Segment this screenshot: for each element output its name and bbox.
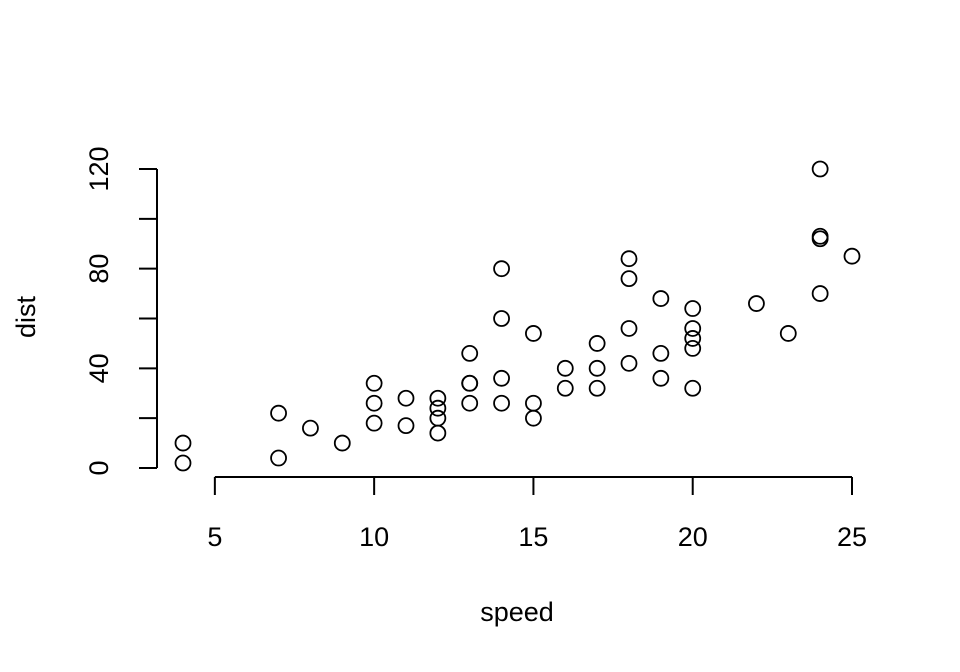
data-point: [174, 454, 192, 472]
data-point: [684, 379, 702, 397]
data-point: [493, 310, 510, 327]
data-point: [748, 295, 765, 312]
data-point: [461, 344, 479, 362]
x-tick-label: 5: [207, 522, 222, 552]
data-point: [652, 369, 670, 387]
data-point: [365, 414, 383, 432]
data-point: [333, 434, 351, 452]
data-point: [684, 330, 702, 347]
data-point: [620, 354, 638, 372]
data-point: [302, 419, 319, 437]
data-point: [397, 417, 415, 435]
data-point: [429, 399, 447, 417]
data-point: [843, 247, 861, 265]
data-point: [588, 379, 606, 397]
data-point: [811, 160, 829, 178]
data-point: [493, 369, 510, 387]
data-point: [811, 285, 829, 302]
data-point: [588, 335, 606, 352]
y-tick-label: 80: [84, 254, 114, 284]
data-point: [429, 389, 447, 407]
x-tick-label: 10: [359, 522, 389, 552]
data-point: [556, 359, 574, 377]
data-point: [429, 409, 447, 427]
data-point: [525, 394, 542, 412]
data-point: [620, 270, 638, 288]
data-point: [684, 300, 702, 317]
x-axis-title: speed: [480, 597, 554, 627]
data-point: [620, 250, 638, 268]
y-tick-label: 0: [84, 460, 114, 475]
x-axis: 5 10 15 20 25: [207, 476, 867, 552]
data-point: [493, 394, 510, 412]
data-point: [652, 290, 670, 307]
data-point: [365, 374, 383, 392]
data-point: [652, 344, 670, 362]
data-point: [174, 434, 192, 452]
y-axis-title: dist: [11, 296, 41, 339]
x-tick-label: 20: [678, 522, 708, 552]
data-point: [270, 449, 287, 467]
y-axis: 0 40 80 120: [84, 146, 158, 476]
data-point: [779, 325, 797, 342]
y-tick-label: 120: [84, 146, 114, 191]
data-point: [461, 374, 479, 392]
data-point: [811, 227, 829, 245]
data-points: [174, 160, 861, 472]
data-point: [556, 379, 574, 397]
data-point: [525, 325, 542, 342]
data-point: [684, 339, 702, 357]
data-point: [429, 424, 447, 442]
data-point: [588, 359, 606, 377]
data-point: [270, 404, 287, 422]
data-point: [620, 320, 638, 337]
y-tick-label: 40: [84, 353, 114, 383]
data-point: [525, 409, 542, 427]
x-tick-label: 15: [518, 522, 548, 552]
data-point: [493, 260, 510, 278]
data-point: [684, 320, 702, 337]
data-point: [397, 389, 415, 407]
data-point: [461, 394, 479, 412]
x-tick-label: 25: [837, 522, 867, 552]
data-point: [365, 394, 383, 412]
